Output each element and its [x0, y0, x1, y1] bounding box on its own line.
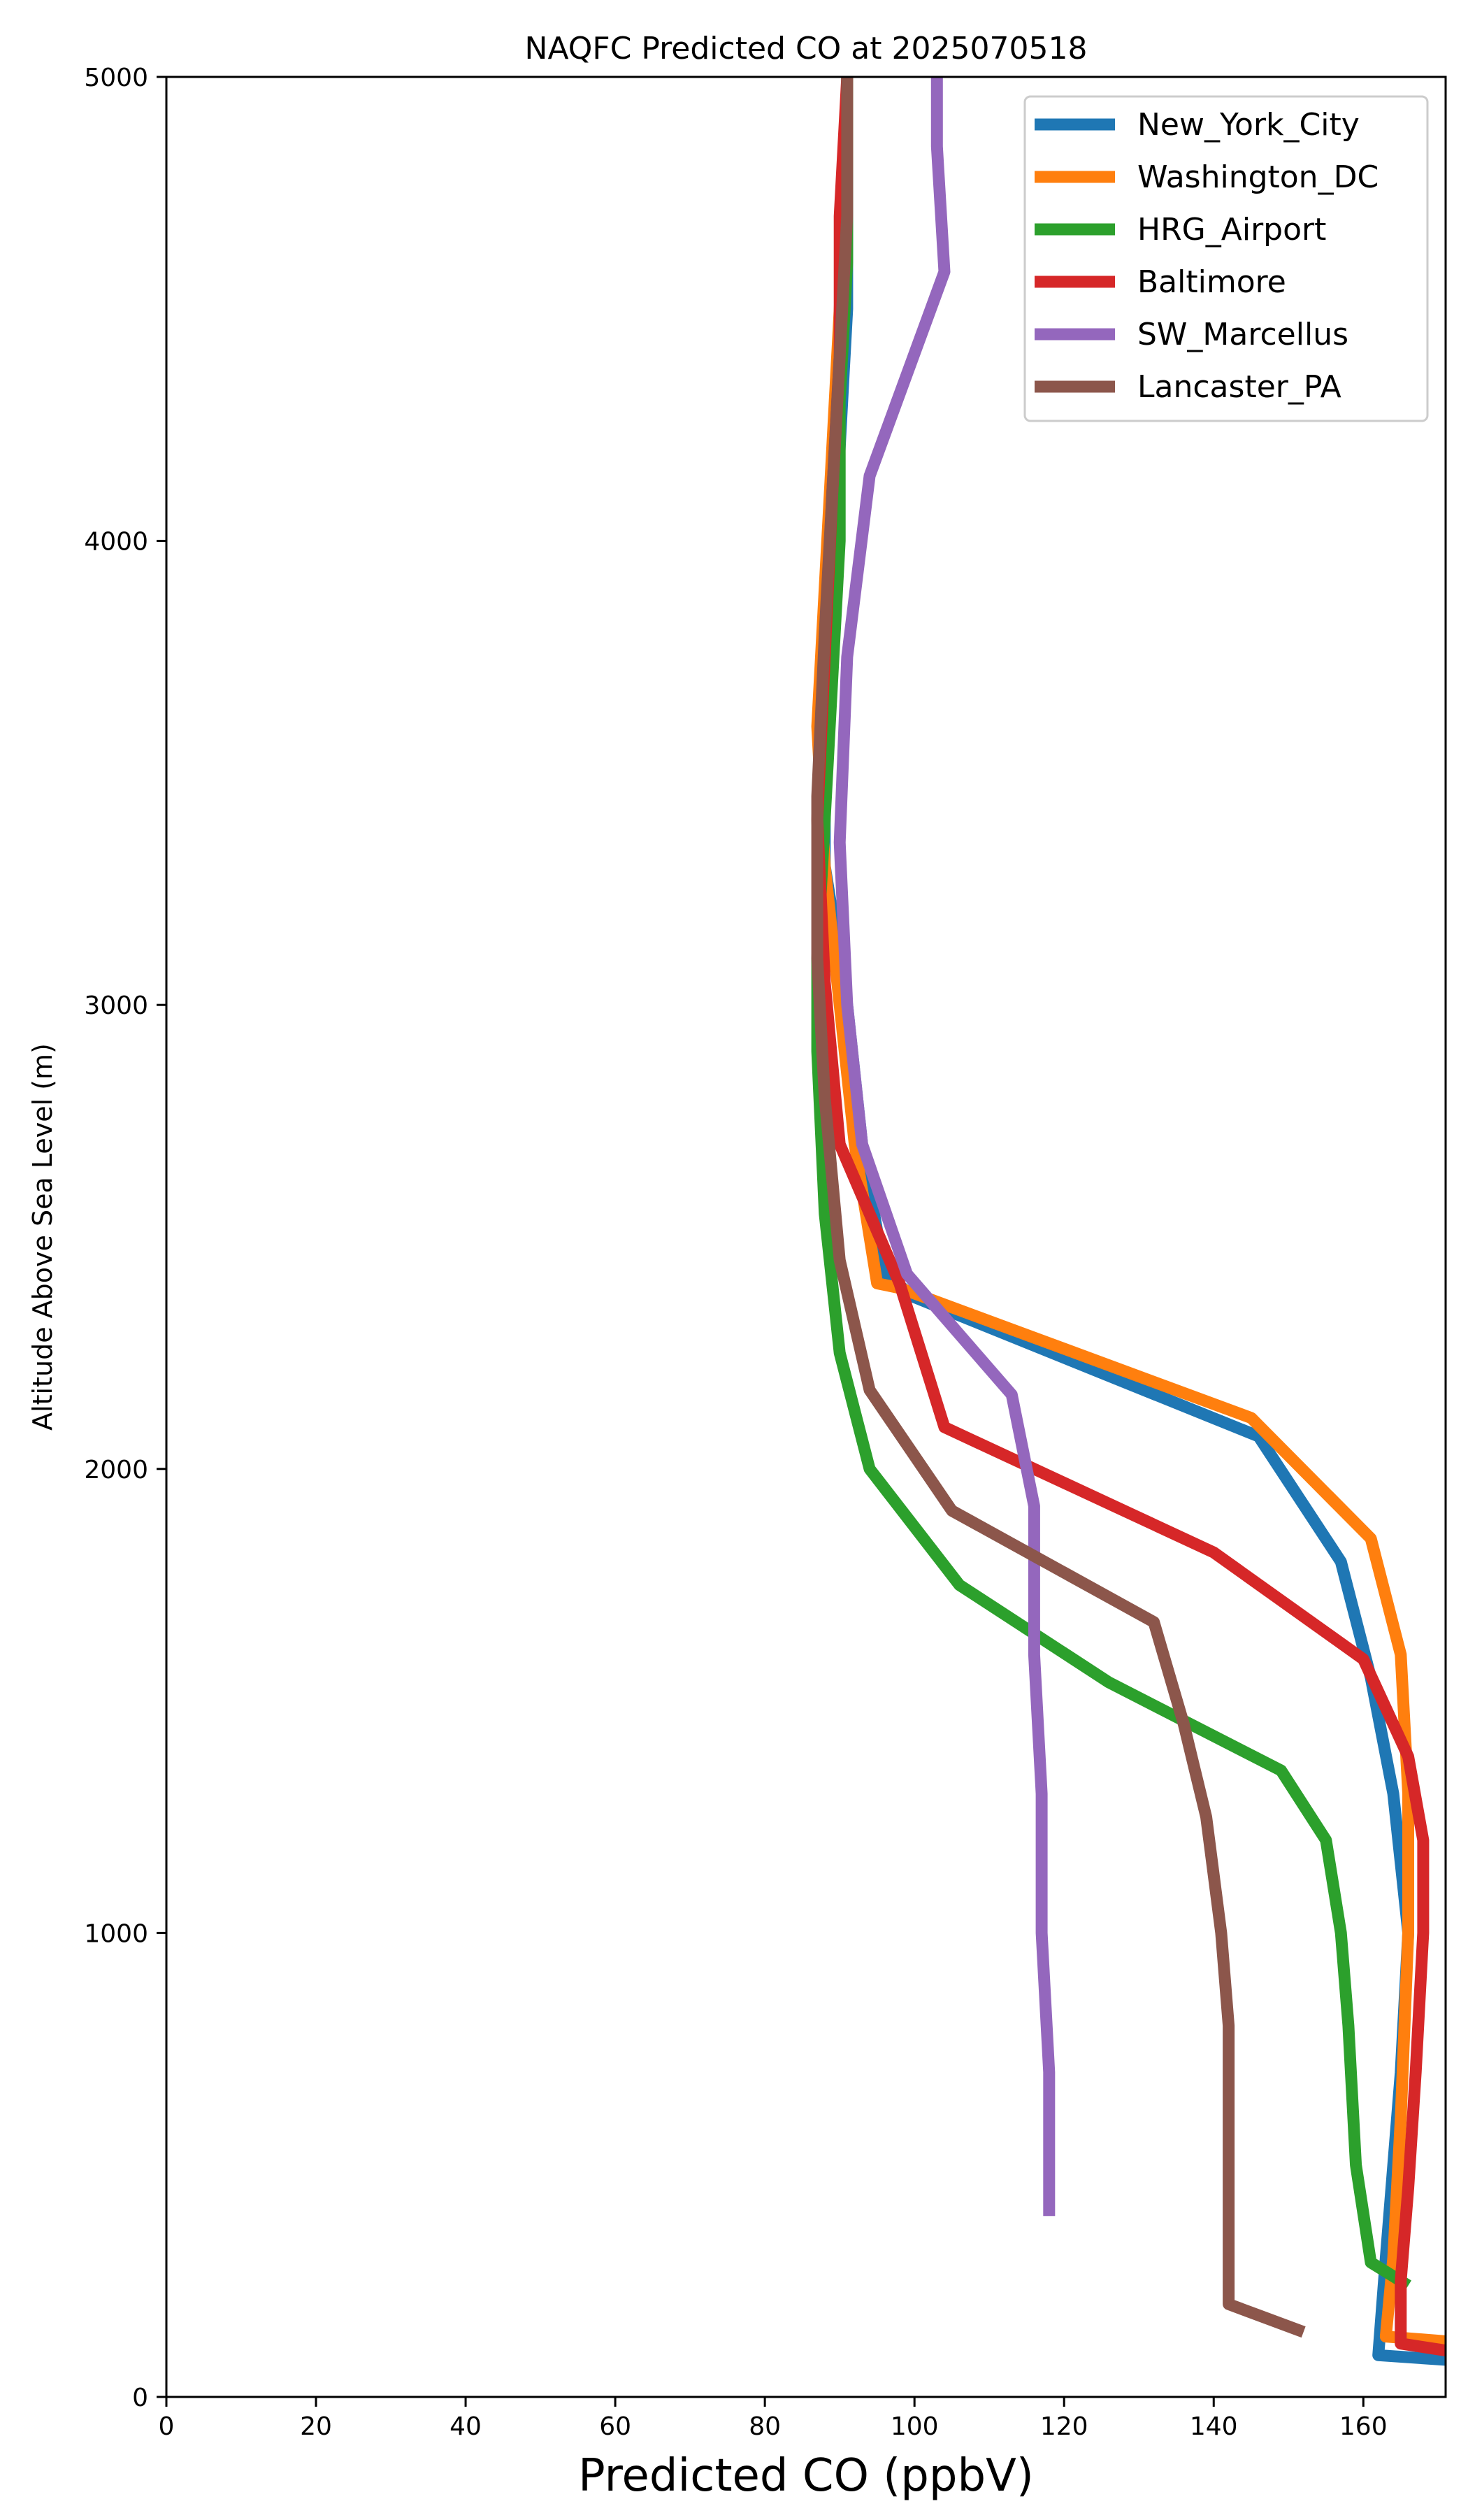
legend-label-lancaster-pa: Lancaster_PA	[1137, 369, 1341, 405]
legend-label-baltimore: Baltimore	[1137, 264, 1286, 300]
x-tick-label: 20	[300, 2412, 332, 2441]
legend-items: New_York_City Washington_DC HRG_Airport Bal…	[1035, 107, 1379, 405]
y-tick-label: 4000	[84, 528, 148, 557]
series-layer	[811, 77, 1446, 2366]
x-axis-ticks: 0 20 40 60 80 100 120 140 160	[159, 2397, 1388, 2441]
x-tick-label: 60	[599, 2412, 631, 2441]
x-tick-label: 120	[1040, 2412, 1088, 2441]
y-tick-label: 1000	[84, 1919, 148, 1948]
legend-label-hrg-airport: HRG_Airport	[1137, 212, 1326, 248]
series-line-sw-marcellus	[833, 77, 1056, 2217]
x-tick-label: 40	[449, 2412, 482, 2441]
x-tick-label: 100	[891, 2412, 939, 2441]
y-axis-ticks: 0 1000 2000 3000 4000 5000	[84, 64, 166, 2412]
x-tick-label: 0	[159, 2412, 175, 2441]
y-tick-label: 2000	[84, 1456, 148, 1484]
x-tick-label: 140	[1190, 2412, 1238, 2441]
y-tick-label: 5000	[84, 64, 148, 92]
y-tick-label: 0	[132, 2384, 148, 2412]
x-tick-label: 80	[749, 2412, 781, 2441]
plot-frame	[165, 76, 1447, 2398]
x-axis-label: Predicted CO (ppbV)	[578, 2450, 1034, 2502]
legend-label-washington-dc: Washington_DC	[1137, 159, 1379, 195]
y-axis-label: Altitude Above Sea Level (m)	[27, 1043, 58, 1431]
legend: New_York_City Washington_DC HRG_Airport Bal…	[1023, 95, 1429, 422]
legend-label-sw-marcellus: SW_Marcellus	[1137, 317, 1348, 352]
legend-label-new-york-city: New_York_City	[1137, 107, 1360, 143]
series-line-lancaster-pa	[811, 77, 1306, 2338]
chart-title: NAQFC Predicted CO at 2025070518	[525, 31, 1088, 66]
legend-box	[1023, 95, 1429, 422]
x-tick-label: 160	[1339, 2412, 1388, 2441]
y-tick-label: 3000	[84, 991, 148, 1020]
